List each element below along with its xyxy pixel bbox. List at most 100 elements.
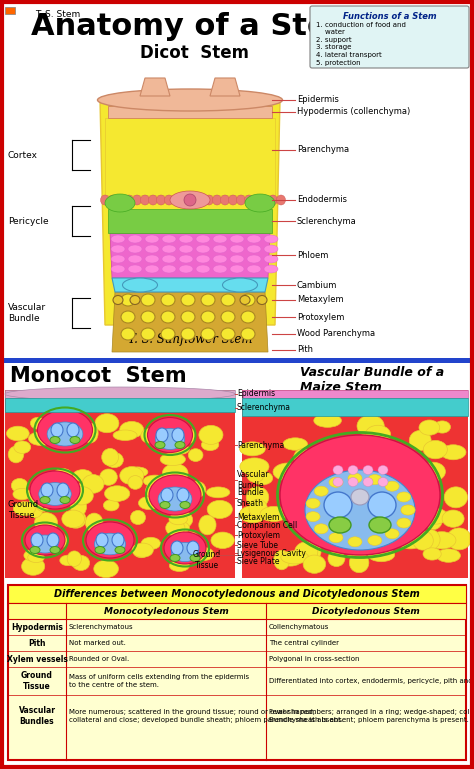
Ellipse shape <box>122 278 157 292</box>
Text: Sieve Tube: Sieve Tube <box>237 541 278 550</box>
Ellipse shape <box>170 191 210 209</box>
Ellipse shape <box>95 538 118 551</box>
Polygon shape <box>100 100 280 325</box>
Ellipse shape <box>141 294 155 306</box>
Ellipse shape <box>31 478 50 498</box>
Ellipse shape <box>365 483 389 501</box>
Text: Dicot  Stem: Dicot Stem <box>140 44 249 62</box>
Ellipse shape <box>105 194 135 212</box>
Ellipse shape <box>163 464 188 483</box>
Text: Vascular
Bundle: Vascular Bundle <box>237 471 270 490</box>
Ellipse shape <box>82 474 104 493</box>
Ellipse shape <box>113 295 123 305</box>
Text: Mass of uniform cells extending from the epidermis
to the centre of the stem.: Mass of uniform cells extending from the… <box>69 674 249 687</box>
Text: Differentiated into cortex, endodermis, pericycle, pith and pith rays.: Differentiated into cortex, endodermis, … <box>269 678 474 684</box>
Ellipse shape <box>264 255 278 263</box>
Text: Pericycle: Pericycle <box>8 217 49 225</box>
Text: Vascular Bundle of a
Maize Stem: Vascular Bundle of a Maize Stem <box>300 366 444 394</box>
Ellipse shape <box>130 511 146 524</box>
Ellipse shape <box>7 426 29 441</box>
Ellipse shape <box>161 311 175 323</box>
Ellipse shape <box>444 487 467 508</box>
Ellipse shape <box>171 542 199 561</box>
Ellipse shape <box>292 478 315 495</box>
Ellipse shape <box>30 471 80 509</box>
Text: T. S. Sunflower Stem: T. S. Sunflower Stem <box>128 333 252 346</box>
Ellipse shape <box>109 195 118 205</box>
Ellipse shape <box>407 483 428 498</box>
Bar <box>242 390 468 578</box>
Text: Fewer in numbers; arranged in a ring; wedge-shaped; collateral and open;
Bundle : Fewer in numbers; arranged in a ring; we… <box>269 709 474 723</box>
Ellipse shape <box>190 554 200 561</box>
Ellipse shape <box>156 195 165 205</box>
Ellipse shape <box>39 483 71 505</box>
Ellipse shape <box>111 255 125 263</box>
Ellipse shape <box>155 428 185 450</box>
Ellipse shape <box>357 415 384 437</box>
Ellipse shape <box>395 497 417 518</box>
Ellipse shape <box>306 498 320 508</box>
Ellipse shape <box>102 448 118 466</box>
Ellipse shape <box>241 294 255 306</box>
Ellipse shape <box>260 507 287 521</box>
Ellipse shape <box>173 195 182 205</box>
Ellipse shape <box>175 441 185 448</box>
Ellipse shape <box>22 558 45 575</box>
Text: Xylem vessels: Xylem vessels <box>7 654 67 664</box>
Ellipse shape <box>95 547 105 554</box>
Ellipse shape <box>27 552 45 563</box>
Ellipse shape <box>397 536 424 549</box>
Ellipse shape <box>151 436 167 446</box>
Ellipse shape <box>207 487 230 498</box>
Ellipse shape <box>170 444 190 454</box>
Ellipse shape <box>442 510 464 528</box>
Ellipse shape <box>182 534 201 548</box>
Ellipse shape <box>170 433 190 448</box>
Ellipse shape <box>197 195 206 205</box>
Ellipse shape <box>36 494 51 511</box>
Ellipse shape <box>249 499 267 518</box>
Ellipse shape <box>128 235 142 243</box>
Ellipse shape <box>161 328 175 340</box>
Text: Endodermis: Endodermis <box>297 195 347 205</box>
Ellipse shape <box>40 497 50 504</box>
Text: Collenchymatous: Collenchymatous <box>269 624 329 630</box>
Ellipse shape <box>179 255 193 263</box>
Ellipse shape <box>201 439 219 451</box>
Ellipse shape <box>401 505 415 515</box>
Ellipse shape <box>380 517 404 538</box>
Ellipse shape <box>221 328 235 340</box>
Ellipse shape <box>145 265 159 273</box>
Ellipse shape <box>172 428 184 442</box>
Ellipse shape <box>166 520 185 536</box>
Ellipse shape <box>187 541 199 555</box>
Text: Ground
Tissue: Ground Tissue <box>21 671 53 691</box>
Ellipse shape <box>171 541 183 555</box>
Ellipse shape <box>437 549 460 562</box>
Ellipse shape <box>11 478 28 493</box>
Ellipse shape <box>83 424 98 443</box>
Ellipse shape <box>27 498 43 518</box>
Text: Dicotyledonous Stem: Dicotyledonous Stem <box>312 607 420 615</box>
Ellipse shape <box>105 486 130 501</box>
Ellipse shape <box>247 235 261 243</box>
Ellipse shape <box>324 492 352 518</box>
Ellipse shape <box>264 265 278 273</box>
Ellipse shape <box>348 537 362 547</box>
Ellipse shape <box>397 518 411 528</box>
Ellipse shape <box>146 482 166 500</box>
Ellipse shape <box>230 255 244 263</box>
Ellipse shape <box>264 235 278 243</box>
Ellipse shape <box>32 535 58 553</box>
Ellipse shape <box>120 421 144 438</box>
Ellipse shape <box>111 265 125 273</box>
Ellipse shape <box>162 265 176 273</box>
Text: Parenchyma: Parenchyma <box>297 145 349 155</box>
Ellipse shape <box>196 245 210 253</box>
Ellipse shape <box>85 513 103 533</box>
Ellipse shape <box>94 560 118 578</box>
Ellipse shape <box>181 294 195 306</box>
Ellipse shape <box>67 551 82 567</box>
Ellipse shape <box>31 533 43 547</box>
Ellipse shape <box>365 509 390 522</box>
